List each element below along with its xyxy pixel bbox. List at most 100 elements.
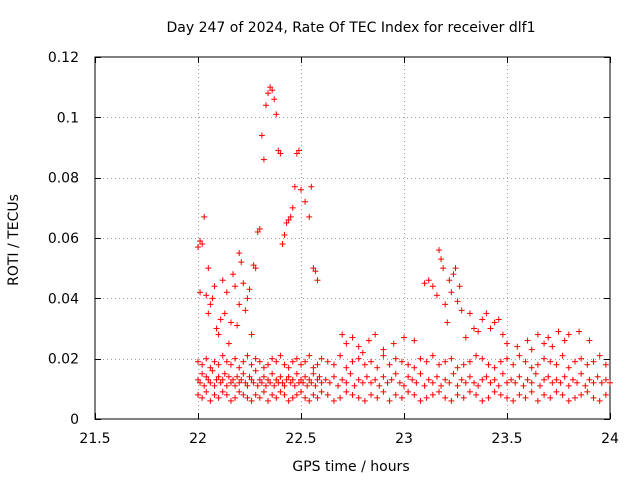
data-point — [409, 376, 416, 383]
data-point — [534, 361, 541, 368]
data-point — [248, 331, 255, 338]
x-tick-label: 23.5 — [491, 431, 522, 447]
data-point — [262, 102, 269, 109]
data-point — [555, 328, 562, 335]
data-points — [195, 84, 613, 404]
x-tick-label: 21.5 — [79, 431, 110, 447]
data-point — [258, 379, 265, 386]
x-tick-label: 24 — [601, 431, 619, 447]
data-point — [265, 397, 272, 404]
data-point — [436, 388, 443, 395]
data-point — [291, 183, 298, 190]
data-point — [221, 370, 228, 377]
data-point — [586, 337, 593, 344]
data-point — [199, 370, 206, 377]
data-point — [207, 364, 214, 371]
data-point — [545, 334, 552, 341]
data-point — [417, 397, 424, 404]
data-point — [199, 394, 206, 401]
data-point — [401, 382, 407, 389]
data-point — [442, 376, 449, 383]
data-point — [534, 331, 541, 338]
data-point — [330, 397, 337, 404]
data-point — [442, 394, 449, 401]
y-tick-label: 0.12 — [48, 50, 79, 66]
data-point — [607, 379, 613, 386]
data-point — [215, 331, 222, 338]
data-point — [522, 358, 529, 365]
data-point — [312, 268, 319, 275]
data-point — [302, 198, 309, 205]
data-point — [534, 397, 541, 404]
data-point — [213, 376, 220, 383]
data-point — [450, 370, 457, 377]
data-point — [442, 301, 449, 308]
data-point — [201, 213, 208, 220]
data-point — [495, 382, 502, 389]
y-tick-label: 0.06 — [48, 231, 79, 247]
data-point — [569, 376, 576, 383]
data-point — [225, 373, 232, 380]
data-point — [248, 376, 255, 383]
data-point — [504, 340, 510, 347]
data-point — [273, 358, 280, 365]
data-point — [260, 156, 267, 163]
data-point — [479, 376, 486, 383]
data-point — [497, 358, 504, 365]
data-point — [499, 370, 506, 377]
data-point — [265, 376, 272, 383]
data-point — [602, 376, 609, 383]
data-point — [571, 394, 578, 401]
data-point — [215, 373, 222, 380]
data-point — [596, 397, 603, 404]
data-point — [528, 379, 535, 386]
data-point — [285, 373, 292, 380]
data-point — [590, 394, 597, 401]
data-point — [559, 391, 566, 398]
data-point — [425, 277, 432, 284]
data-point — [578, 391, 585, 398]
data-point — [510, 397, 517, 404]
data-point — [256, 394, 263, 401]
data-point — [405, 361, 412, 368]
data-point — [267, 84, 274, 91]
data-point — [510, 361, 517, 368]
data-point — [602, 361, 609, 368]
data-point — [298, 376, 304, 383]
data-point — [289, 376, 296, 383]
data-point — [230, 376, 237, 383]
data-point — [417, 370, 424, 377]
data-point — [211, 382, 218, 389]
data-point — [578, 355, 585, 362]
data-point — [211, 283, 218, 290]
data-point — [355, 343, 362, 350]
data-point — [541, 391, 548, 398]
x-tick-label: 22.5 — [285, 431, 316, 447]
data-point — [213, 325, 220, 332]
data-point — [473, 391, 480, 398]
data-point — [197, 238, 204, 245]
data-point — [417, 355, 424, 362]
data-point — [240, 280, 247, 287]
data-point — [471, 325, 478, 332]
data-point — [281, 382, 288, 389]
data-point — [223, 358, 230, 365]
data-point — [324, 391, 331, 398]
data-point — [258, 132, 265, 139]
data-point — [248, 361, 255, 368]
data-point — [236, 301, 243, 308]
data-point — [466, 373, 473, 380]
data-point — [349, 391, 356, 398]
data-point — [316, 373, 323, 380]
data-point — [460, 361, 467, 368]
data-point — [423, 394, 430, 401]
data-point — [219, 277, 226, 284]
data-point — [368, 391, 375, 398]
data-point — [458, 307, 465, 314]
data-point — [281, 231, 288, 238]
data-point — [421, 382, 428, 389]
data-point — [433, 292, 440, 299]
data-point — [207, 397, 214, 404]
data-point — [302, 394, 309, 401]
data-point — [318, 388, 325, 395]
